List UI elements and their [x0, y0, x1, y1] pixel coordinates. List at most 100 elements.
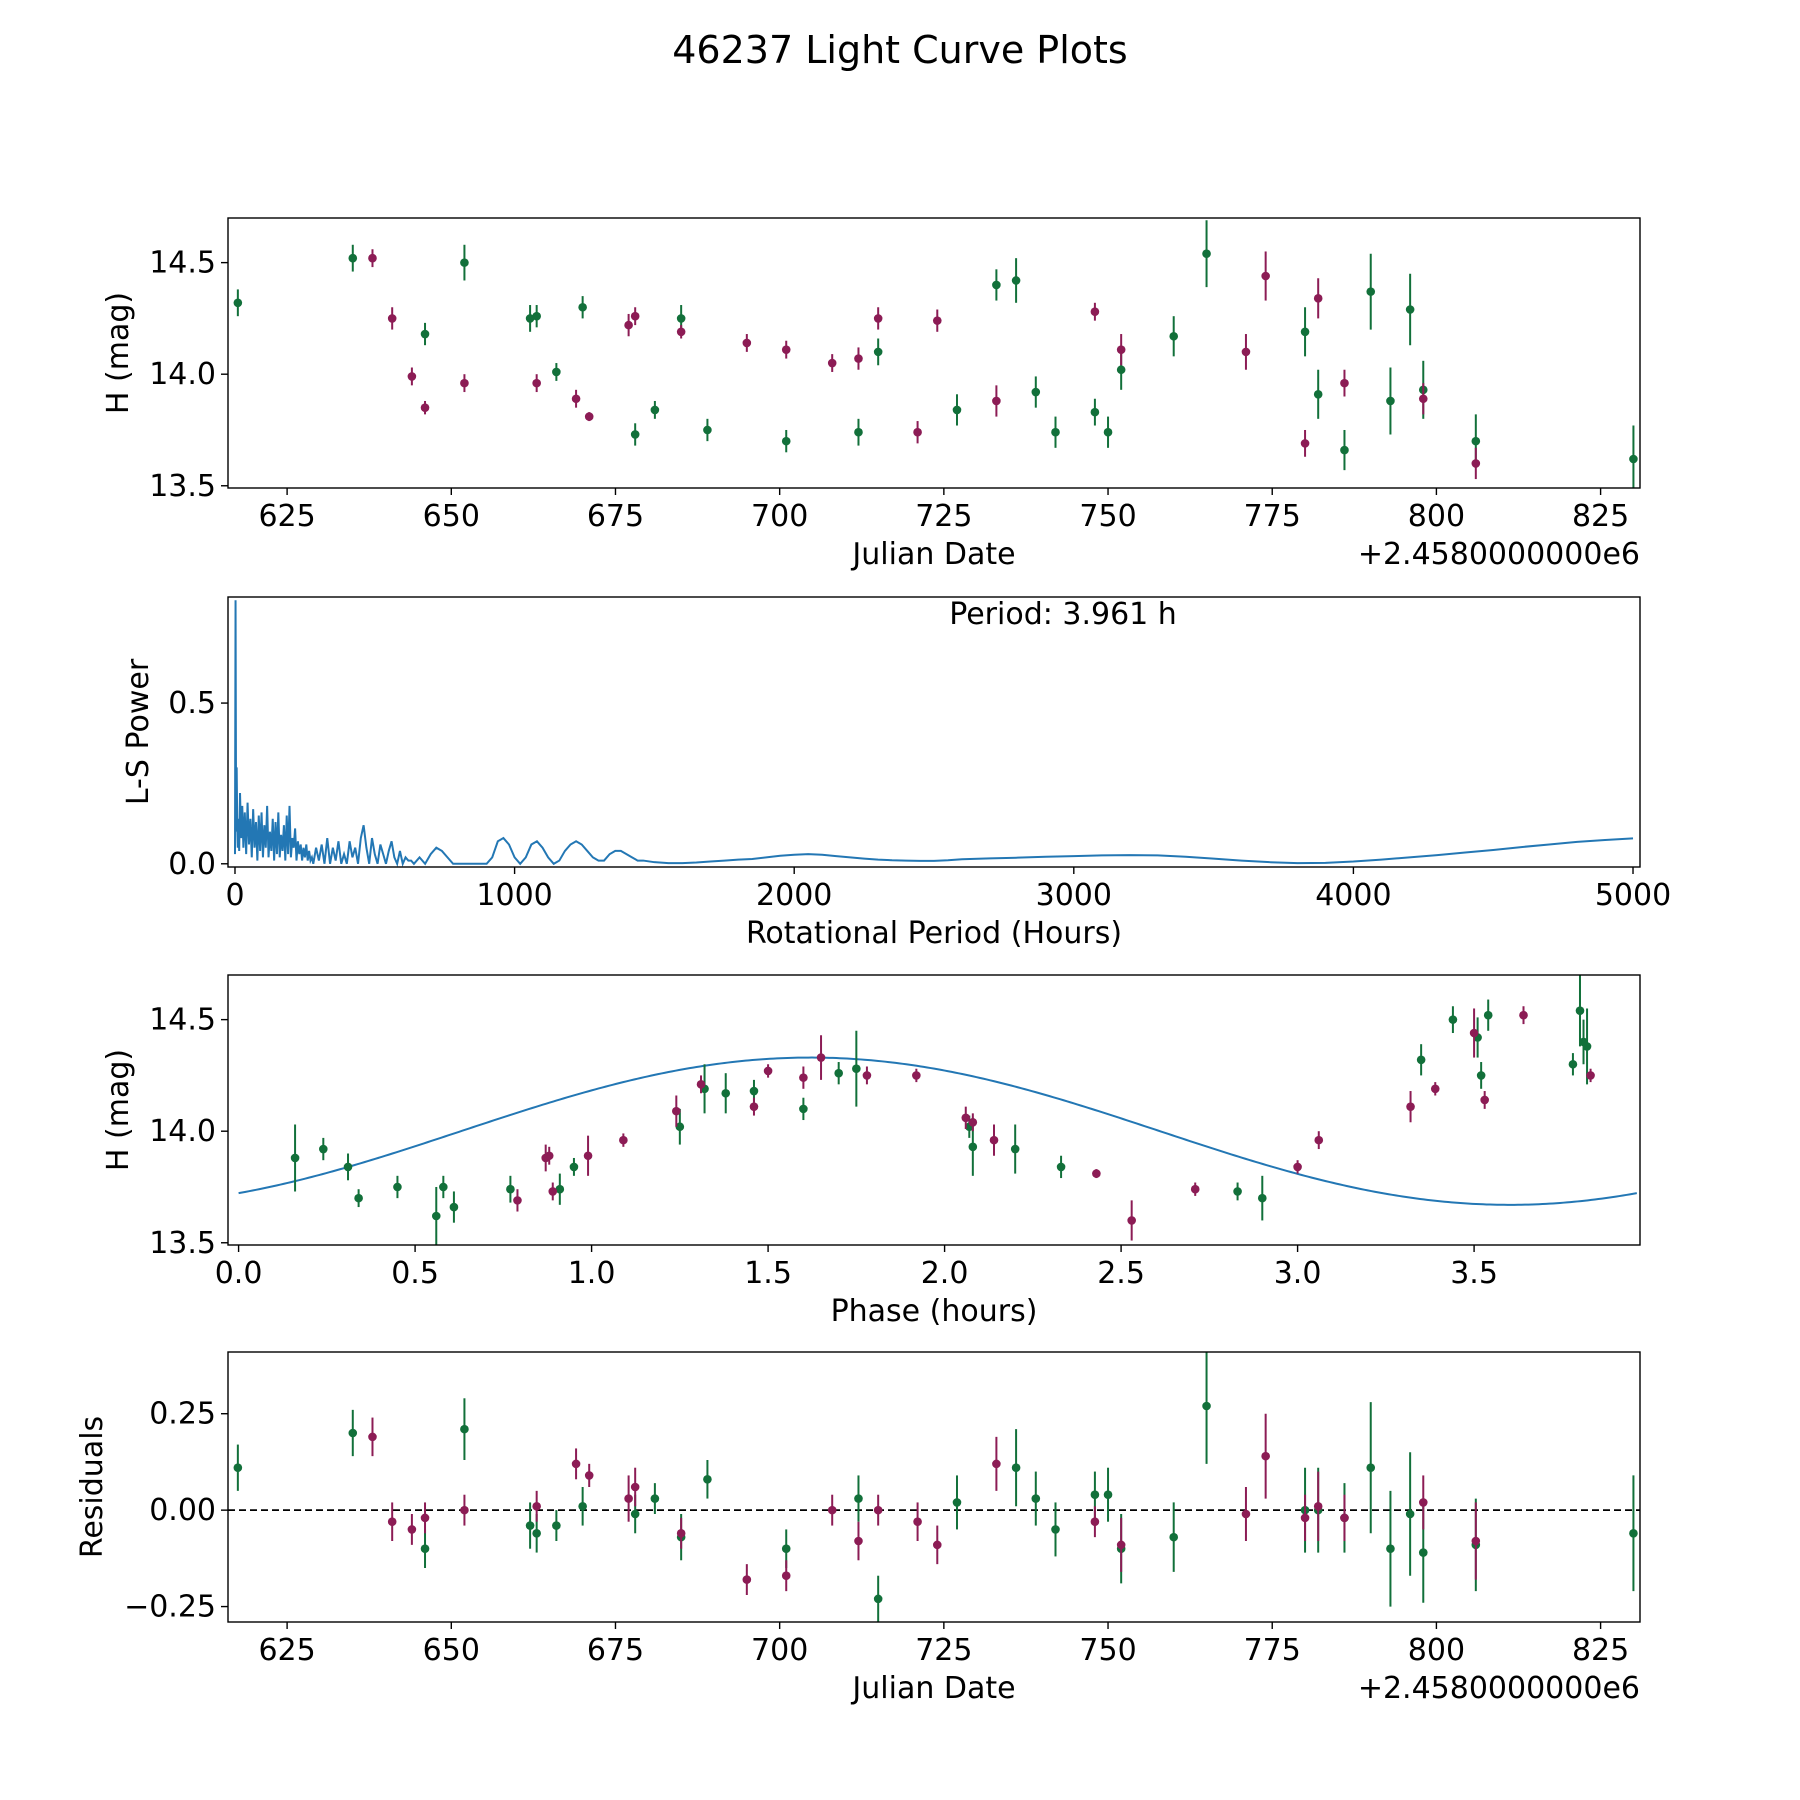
- x-offset-label: +2.4580000000e6: [1358, 1671, 1640, 1706]
- data-point: [952, 1475, 962, 1530]
- data-marker: [420, 403, 430, 412]
- panel2-plot-area: [233, 600, 1634, 867]
- data-marker: [506, 1184, 515, 1194]
- data-point: [555, 1173, 565, 1205]
- data-point: [992, 385, 1001, 417]
- data-marker: [1366, 287, 1376, 296]
- data-marker: [1418, 394, 1428, 404]
- data-marker: [675, 1122, 685, 1132]
- data-marker: [1051, 1525, 1060, 1534]
- data-marker: [439, 1182, 448, 1192]
- data-point: [913, 1502, 922, 1541]
- data-marker: [1169, 1532, 1179, 1542]
- green-series: [290, 975, 1592, 1245]
- data-marker: [781, 1571, 791, 1581]
- data-point: [873, 1494, 883, 1526]
- data-point: [873, 338, 883, 366]
- data-marker: [1202, 1401, 1211, 1411]
- data-point: [548, 1182, 558, 1201]
- data-marker: [672, 1106, 681, 1116]
- y-axis-label: L-S Power: [121, 658, 156, 805]
- data-point: [968, 1113, 978, 1132]
- data-point: [571, 1448, 581, 1480]
- data-marker: [1418, 1548, 1428, 1557]
- data-marker: [513, 1196, 522, 1205]
- axes-frame: [227, 974, 1641, 1246]
- data-point: [992, 1436, 1001, 1491]
- data-point: [952, 394, 962, 426]
- y-tick-label: 0.25: [149, 1397, 216, 1432]
- data-marker: [862, 1071, 872, 1080]
- data-point: [1313, 369, 1323, 419]
- data-marker: [1103, 427, 1113, 437]
- data-marker: [1313, 1501, 1323, 1511]
- data-point: [1103, 416, 1113, 448]
- y-tick-label: 14.5: [149, 246, 216, 281]
- data-point: [873, 1575, 883, 1622]
- data-point: [854, 1521, 863, 1561]
- data-point: [834, 1062, 843, 1085]
- data-point: [233, 289, 243, 317]
- data-marker: [431, 1211, 441, 1221]
- x-tick-label: 725: [915, 499, 972, 534]
- data-point: [343, 1153, 353, 1181]
- data-marker: [952, 405, 962, 415]
- data-marker: [407, 1525, 417, 1534]
- data-marker: [873, 347, 883, 357]
- data-marker: [460, 258, 469, 267]
- data-marker: [992, 280, 1001, 290]
- data-marker: [449, 1202, 459, 1212]
- x-tick-label: 700: [751, 499, 808, 534]
- data-marker: [460, 1424, 469, 1434]
- data-point: [1202, 1352, 1211, 1464]
- y-tick-label: −0.25: [124, 1590, 216, 1625]
- data-point: [552, 363, 561, 381]
- x-tick-label: 1000: [476, 878, 552, 913]
- data-marker: [584, 412, 594, 421]
- data-point: [393, 1175, 402, 1199]
- data-marker: [548, 1187, 558, 1196]
- data-marker: [571, 1459, 581, 1469]
- data-point: [1241, 1487, 1251, 1541]
- data-point: [721, 1073, 731, 1114]
- data-marker: [781, 1544, 791, 1554]
- data-marker: [1127, 1216, 1136, 1225]
- magenta-series: [368, 249, 1481, 480]
- data-marker: [348, 253, 358, 263]
- data-marker: [290, 1153, 300, 1163]
- data-point: [1313, 278, 1323, 319]
- x-tick-label: 725: [915, 1633, 972, 1668]
- data-marker: [932, 316, 942, 325]
- data-marker: [1471, 459, 1481, 468]
- green-series: [233, 1352, 1638, 1622]
- data-marker: [1418, 1498, 1428, 1507]
- data-point: [1233, 1182, 1242, 1201]
- y-axis-label: Residuals: [75, 1416, 110, 1558]
- data-marker: [368, 253, 377, 263]
- data-point: [1261, 1413, 1270, 1499]
- green-series: [233, 220, 1638, 488]
- data-marker: [873, 1505, 883, 1515]
- data-point: [854, 1475, 863, 1522]
- data-point: [1629, 425, 1638, 488]
- data-marker: [1314, 1135, 1324, 1145]
- data-marker: [992, 396, 1001, 406]
- data-marker: [913, 427, 922, 437]
- data-point: [742, 334, 752, 352]
- data-point: [460, 1494, 469, 1526]
- data-marker: [763, 1066, 773, 1076]
- data-marker: [1300, 327, 1310, 337]
- data-point: [525, 1502, 535, 1549]
- data-point: [1011, 258, 1021, 303]
- data-marker: [571, 394, 581, 404]
- data-marker: [742, 338, 752, 348]
- data-marker: [1471, 436, 1481, 446]
- data-point: [1031, 1471, 1041, 1526]
- data-marker: [387, 1517, 397, 1527]
- data-point: [1031, 376, 1041, 408]
- data-point: [1582, 1008, 1592, 1085]
- data-marker: [407, 372, 417, 381]
- data-marker: [1483, 1010, 1493, 1020]
- data-point: [348, 244, 358, 272]
- data-point: [583, 1135, 593, 1176]
